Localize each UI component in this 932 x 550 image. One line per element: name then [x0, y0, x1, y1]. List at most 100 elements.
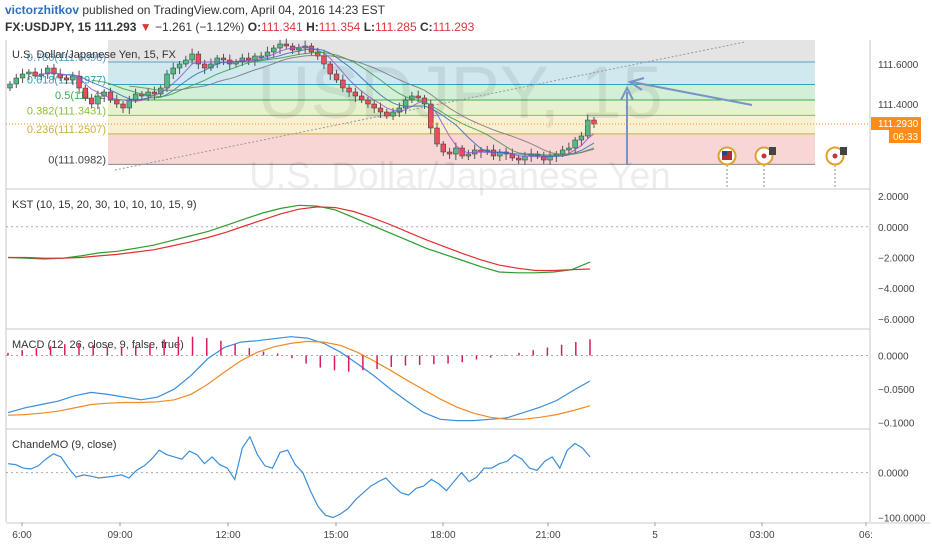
candle-body: [440, 143, 446, 153]
watermark-name: U.S. Dollar/Japanese Yen: [249, 155, 671, 196]
candle-body: [145, 91, 151, 97]
moving-average-line: [91, 51, 595, 156]
indicator-tick-label: −2.0000: [878, 253, 915, 264]
candle-body: [390, 111, 396, 117]
indicator-tick-label: −0.0500: [878, 385, 915, 396]
candle-body: [415, 95, 421, 99]
open-value: 111.341: [261, 20, 303, 34]
candle-body: [13, 77, 19, 85]
close-label: C:: [419, 20, 433, 34]
last-price: 111.293: [94, 20, 137, 34]
moving-average-line: [129, 54, 595, 155]
fib-zone: [108, 115, 815, 134]
pointer-arrow-shaft: [631, 81, 753, 106]
candle-body: [333, 73, 340, 81]
candle-body: [396, 107, 402, 113]
pointer-arrow-head: [627, 77, 645, 91]
jp-flag-dot: [832, 153, 838, 159]
candle-body: [164, 73, 170, 89]
candle-body: [428, 103, 434, 129]
price-tick-label: 111.6000: [878, 60, 919, 71]
candle-body: [170, 67, 176, 75]
fib-level-label: 0.382(111.3431): [27, 105, 106, 117]
down-arrow-icon: ▼: [139, 20, 152, 34]
indicator-legend: KST (10, 15, 20, 30, 10, 10, 10, 15, 9): [12, 199, 196, 211]
up-arrow-head: [620, 85, 634, 101]
countdown-badge: [889, 130, 921, 143]
published-text: published on TradingView.com, April 04, …: [82, 3, 386, 17]
candle-body: [88, 97, 95, 105]
candle-body: [465, 153, 472, 157]
event-count-badge: [840, 147, 847, 155]
candle-body: [352, 91, 359, 97]
jp-flag-dot: [761, 153, 767, 159]
candle-body: [220, 57, 227, 61]
high-label: H:: [306, 20, 319, 34]
time-axis-label: 09:00: [107, 530, 132, 541]
low-value: 111.285: [375, 20, 417, 34]
candle-body: [296, 47, 302, 51]
time-axis-label: 03:00: [749, 530, 774, 541]
candle-body: [402, 99, 409, 109]
candle-body: [434, 127, 440, 145]
open-label: O:: [247, 20, 262, 34]
candle-body: [114, 99, 120, 105]
publish-header: victorzhitkov published on TradingView.c…: [5, 3, 385, 17]
candle-body: [346, 87, 352, 93]
indicator-legend: MACD (12, 26, close, 9, false, true): [12, 339, 184, 351]
candle-body: [176, 63, 183, 69]
countdown-label: 06:33: [893, 132, 918, 143]
symbol-label: FX:USDJPY, 15: [5, 20, 92, 34]
us-flag-icon: [722, 151, 732, 160]
indicator-series-line: [8, 206, 591, 272]
indicator-tick-label: −6.0000: [878, 315, 915, 326]
indicator-tick-label: 2.0000: [878, 192, 909, 203]
high-value: 111.354: [318, 20, 361, 34]
candle-body: [559, 149, 566, 155]
candle-body: [82, 87, 89, 99]
candle-body: [202, 63, 208, 69]
candle-body: [32, 71, 38, 77]
candle-body: [258, 55, 264, 58]
indicator-series-line: [7, 204, 591, 274]
event-count-badge: [769, 147, 776, 155]
price-change: −1.261 (−1.12%): [155, 20, 245, 34]
candle-body: [591, 119, 597, 125]
fib-level-label: 0(111.0982): [48, 154, 106, 166]
candle-body: [51, 67, 57, 75]
price-tick-label: 111.4000: [878, 100, 919, 111]
indicator-tick-label: −0.1000: [878, 419, 915, 430]
indicator-series-line: [7, 336, 591, 422]
indicator-tick-label: 0.0000: [878, 352, 909, 363]
candle-body: [371, 103, 377, 109]
time-axis-label: 15:00: [323, 530, 348, 541]
author-link[interactable]: victorzhitkov: [5, 3, 80, 17]
symbol-header: FX:USDJPY, 15 111.293 ▼ −1.261 (−1.12%) …: [5, 20, 474, 34]
candle-body: [183, 59, 189, 65]
last-price-label: 111.2930: [878, 119, 919, 130]
last-price-badge: [871, 117, 921, 130]
fib-zone: [108, 100, 815, 116]
candle-body: [585, 119, 591, 137]
indicator-tick-label: −4.0000: [878, 284, 915, 295]
candle-body: [7, 83, 13, 89]
time-axis-label: 06:: [859, 530, 873, 541]
candle-body: [19, 73, 26, 79]
candle-body: [572, 139, 578, 149]
candle-body: [26, 71, 32, 75]
candle-body: [126, 99, 132, 109]
moving-average-line: [60, 48, 595, 157]
time-axis-label: 12:00: [215, 530, 240, 541]
candle-body: [384, 111, 390, 117]
candle-body: [490, 149, 497, 157]
candle-body: [321, 55, 327, 65]
low-label: L:: [363, 20, 376, 34]
time-axis-label: 18:00: [430, 530, 455, 541]
candle-body: [277, 43, 283, 49]
watermark-symbol: USDJPY, 15: [257, 51, 663, 134]
candle-body: [283, 43, 289, 47]
candle-body: [107, 91, 114, 101]
candle-body: [195, 53, 202, 65]
candle-body: [359, 95, 365, 101]
